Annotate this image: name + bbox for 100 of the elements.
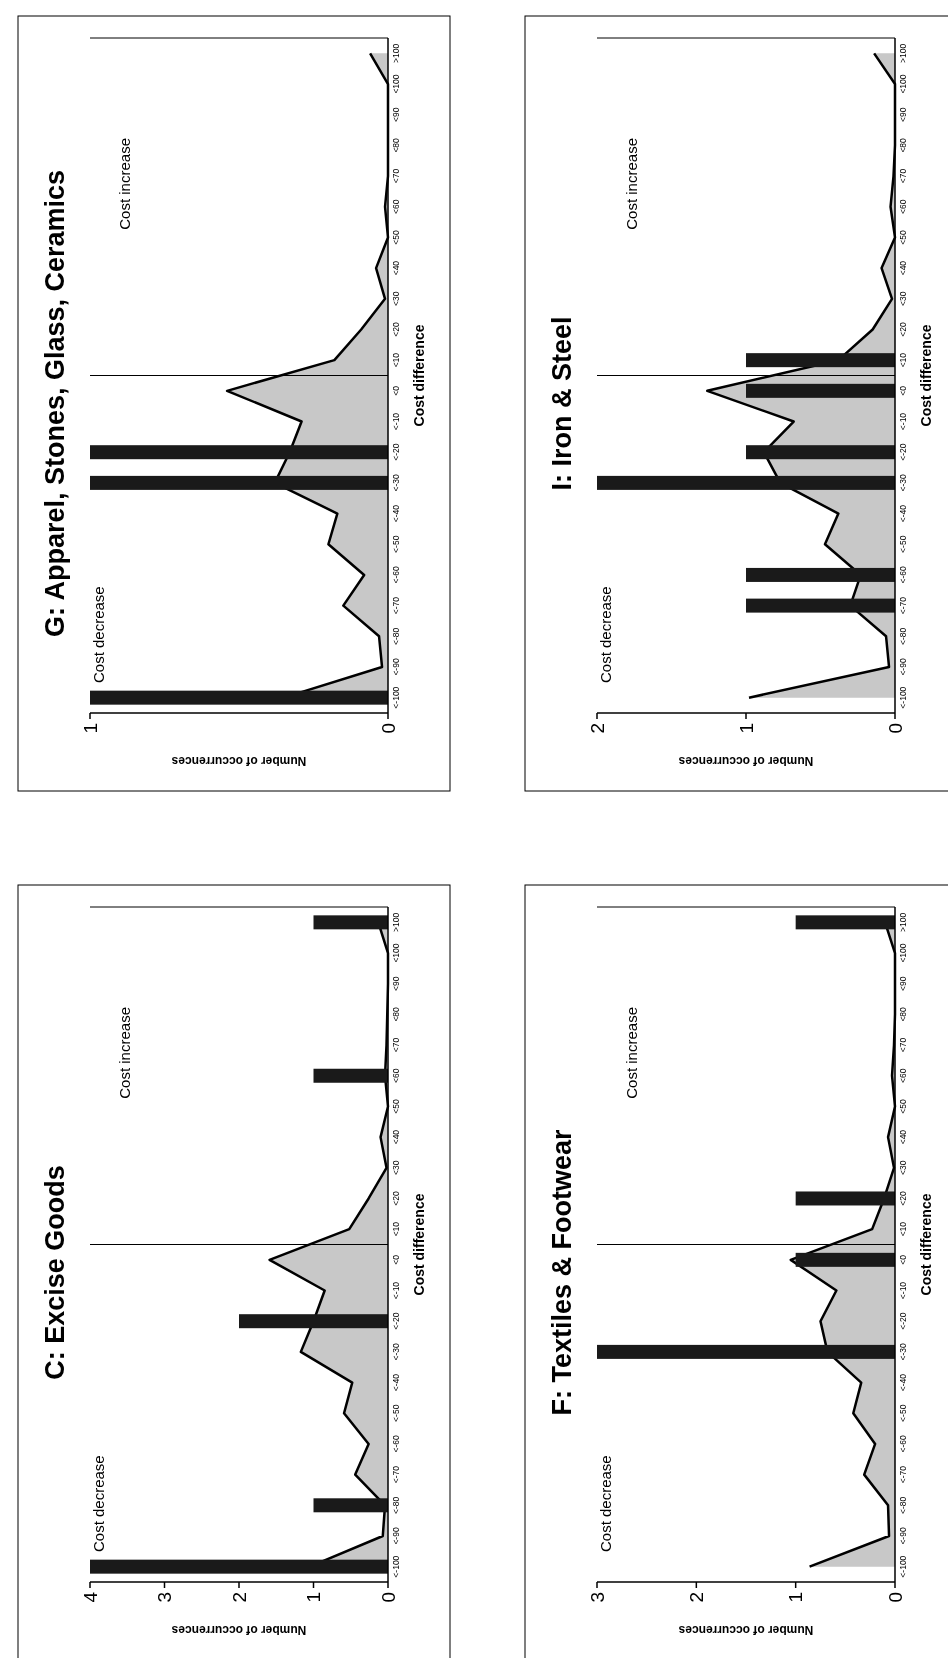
y-tick-label: <50 — [898, 1098, 908, 1114]
y-tick-label: <90 — [898, 976, 908, 991]
y-tick-label: <70 — [898, 168, 908, 184]
y-tick-label: <90 — [391, 976, 401, 991]
y-tick-label: <30 — [898, 291, 908, 307]
y-tick-label: <-80 — [898, 627, 908, 645]
bar — [90, 1559, 388, 1574]
y-tick-label: <-60 — [391, 1435, 401, 1453]
y-tick-label: <-40 — [391, 504, 401, 523]
y-tick-label: <-40 — [391, 1373, 401, 1392]
y-tick-label: <40 — [898, 260, 908, 276]
text: C: Excise Goods — [40, 1165, 70, 1380]
y-tick-label: <100 — [391, 74, 401, 94]
bar — [313, 915, 388, 930]
y-tick-label: <-50 — [898, 1404, 908, 1422]
y-tick-label: >100 — [391, 912, 401, 932]
x-axis-title: Number of occurrences — [171, 1623, 307, 1637]
y-tick-label: <-70 — [898, 596, 908, 615]
y-tick-label: <40 — [391, 1129, 401, 1145]
text: I: Iron & Steel — [547, 316, 577, 491]
text: F: Textiles & Footwear — [547, 1128, 577, 1416]
x-tick-label: 2 — [228, 1592, 250, 1603]
y-axis-title: Cost difference — [411, 1193, 427, 1296]
x-tick-label: 3 — [586, 1592, 608, 1603]
y-tick-label: <40 — [391, 260, 401, 276]
y-tick-label: <-60 — [898, 566, 908, 584]
x-axis-title: Number of occurrences — [678, 754, 814, 768]
y-tick-label: <50 — [391, 229, 401, 245]
y-tick-label: <-100 — [391, 686, 401, 709]
y-tick-label: <0 — [391, 1254, 401, 1265]
y-tick-label: <-70 — [898, 1465, 908, 1484]
y-tick-label: <-10 — [898, 1281, 908, 1300]
x-tick-label: 4 — [79, 1591, 101, 1603]
text: G: Apparel, Stones, Glass, Ceramics — [40, 169, 70, 638]
y-tick-label: <80 — [391, 1006, 401, 1022]
y-tick-label: <10 — [391, 1221, 401, 1237]
y-tick-label: <20 — [391, 322, 401, 337]
y-tick-label: <60 — [391, 1068, 401, 1083]
y-tick-label: <90 — [898, 107, 908, 122]
annotation: Cost increase — [623, 138, 640, 230]
annotation: Cost increase — [116, 138, 133, 230]
bar — [239, 1314, 388, 1329]
y-tick-label: <-10 — [391, 412, 401, 431]
y-tick-label: <60 — [898, 1068, 908, 1083]
y-tick-label: <-80 — [391, 1496, 401, 1514]
y-tick-label: <60 — [898, 199, 908, 214]
x-tick-label: 1 — [735, 723, 757, 734]
y-tick-label: <-10 — [391, 1281, 401, 1300]
y-tick-label: <-30 — [898, 1342, 908, 1361]
y-tick-label: <10 — [898, 352, 908, 368]
y-tick-label: <-30 — [391, 473, 401, 492]
y-tick-label: <-30 — [391, 1342, 401, 1361]
y-tick-label: <-40 — [898, 504, 908, 523]
y-tick-label: <-90 — [898, 658, 908, 676]
annotation: Cost increase — [116, 1007, 133, 1099]
annotation: Cost increase — [623, 1007, 640, 1099]
y-tick-label: <30 — [391, 291, 401, 307]
y-tick-label: <100 — [898, 74, 908, 94]
y-tick-label: <100 — [898, 943, 908, 963]
y-tick-label: <10 — [898, 1221, 908, 1237]
y-tick-label: <60 — [391, 199, 401, 214]
annotation: Cost decrease — [90, 1455, 107, 1552]
bar — [313, 1498, 388, 1513]
x-tick-label: 0 — [884, 1592, 906, 1603]
y-tick-label: <20 — [898, 322, 908, 337]
y-tick-label: >100 — [391, 43, 401, 63]
y-tick-label: <-50 — [898, 535, 908, 553]
y-tick-label: <50 — [898, 229, 908, 245]
y-tick-label: <-100 — [391, 1555, 401, 1578]
y-tick-label: <100 — [391, 943, 401, 963]
y-tick-label: <-100 — [898, 686, 908, 709]
y-tick-label: <-80 — [391, 627, 401, 645]
y-tick-label: <-20 — [391, 443, 401, 461]
y-tick-label: <0 — [898, 1254, 908, 1265]
x-tick-label: 1 — [79, 723, 101, 734]
y-tick-label: <-30 — [898, 473, 908, 492]
y-tick-label: <-70 — [391, 1465, 401, 1484]
y-tick-label: <-50 — [391, 535, 401, 553]
x-axis-title: Number of occurrences — [171, 754, 307, 768]
x-tick-label: 0 — [377, 723, 399, 734]
y-tick-label: <30 — [391, 1160, 401, 1176]
x-tick-label: 0 — [377, 1592, 399, 1603]
annotation: Cost decrease — [597, 1455, 614, 1552]
y-tick-label: <80 — [898, 1006, 908, 1022]
y-tick-label: <-10 — [898, 412, 908, 431]
y-tick-label: <80 — [898, 137, 908, 153]
x-tick-label: 2 — [586, 723, 608, 734]
y-tick-label: <-60 — [391, 566, 401, 584]
y-tick-label: <20 — [391, 1191, 401, 1206]
y-axis-title: Cost difference — [918, 324, 934, 427]
y-tick-label: <0 — [898, 385, 908, 396]
y-tick-label: <-100 — [898, 1555, 908, 1578]
y-tick-label: <-60 — [898, 1435, 908, 1453]
x-axis-title: Number of occurrences — [678, 1623, 814, 1637]
y-tick-label: <-90 — [391, 658, 401, 676]
x-tick-label: 3 — [154, 1592, 176, 1603]
y-tick-label: >100 — [898, 912, 908, 932]
y-tick-label: >100 — [898, 43, 908, 63]
annotation: Cost decrease — [90, 586, 107, 683]
y-axis-title: Cost difference — [918, 1193, 934, 1296]
